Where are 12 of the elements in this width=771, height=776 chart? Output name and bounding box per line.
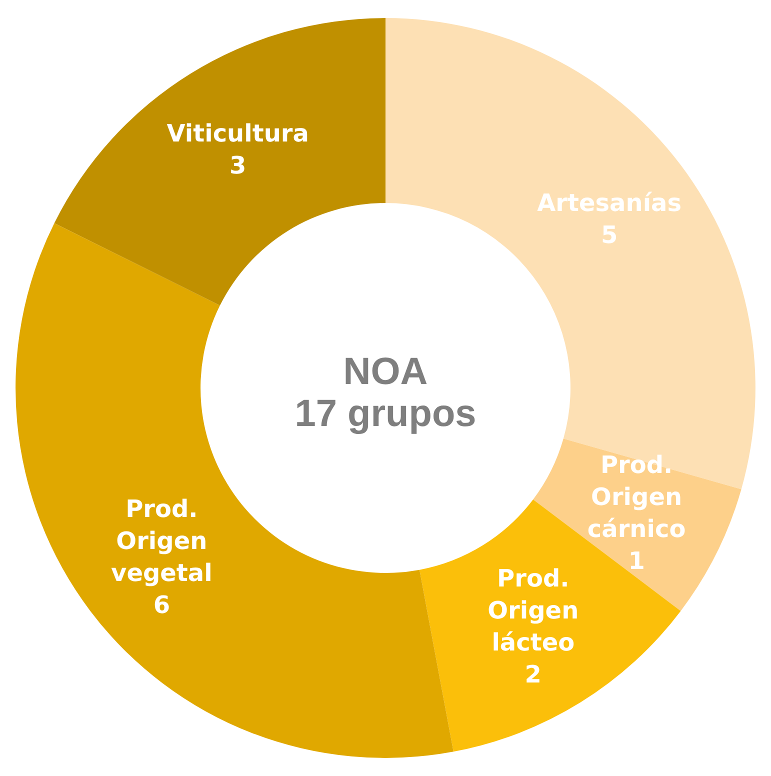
slice-label: Artesanías bbox=[537, 188, 682, 217]
slice-label: Viticultura bbox=[166, 120, 309, 148]
data-label: 2 bbox=[524, 660, 542, 688]
data-label: 5 bbox=[600, 220, 618, 249]
slice-label: Prod. Origen vegetal bbox=[111, 495, 212, 588]
slice-label: Prod. Origen lácteo bbox=[488, 564, 579, 656]
data-label: 6 bbox=[153, 591, 170, 620]
text: 17 grupos bbox=[294, 393, 476, 435]
data-label: 1 bbox=[628, 547, 645, 576]
data-label: 3 bbox=[230, 152, 246, 180]
text: NOA bbox=[343, 351, 428, 393]
slice-label: Prod. Origen cárnico bbox=[587, 451, 686, 544]
